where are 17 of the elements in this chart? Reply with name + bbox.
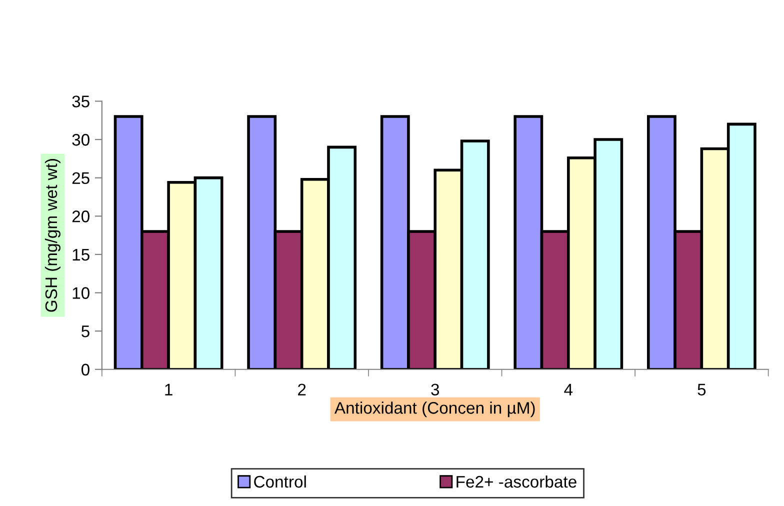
y-tick-label: 15	[72, 249, 90, 261]
legend-label: Control	[254, 475, 306, 488]
x-tick-label: 3	[431, 384, 440, 396]
y-tick-label: 10	[72, 287, 90, 299]
y-tick-label: 20	[72, 210, 90, 222]
y-tick-label: 35	[72, 96, 90, 108]
y-axis-title: GSH (mg/gm wet wt)	[44, 159, 60, 312]
y-tick-label: 5	[82, 326, 90, 338]
x-tick-label: 2	[298, 384, 306, 396]
x-axis-title: Antioxidant (Concen in µM)	[334, 402, 535, 418]
legend-label: Fe2+ -ascorbate	[456, 475, 576, 488]
x-tick-label: 1	[165, 384, 172, 396]
x-tick-label: 4	[564, 384, 573, 396]
y-tick-label: 0	[81, 364, 90, 376]
y-tick-label: 25	[72, 172, 90, 184]
x-tick-label: 5	[698, 384, 706, 396]
y-tick-label: 30	[72, 134, 90, 146]
